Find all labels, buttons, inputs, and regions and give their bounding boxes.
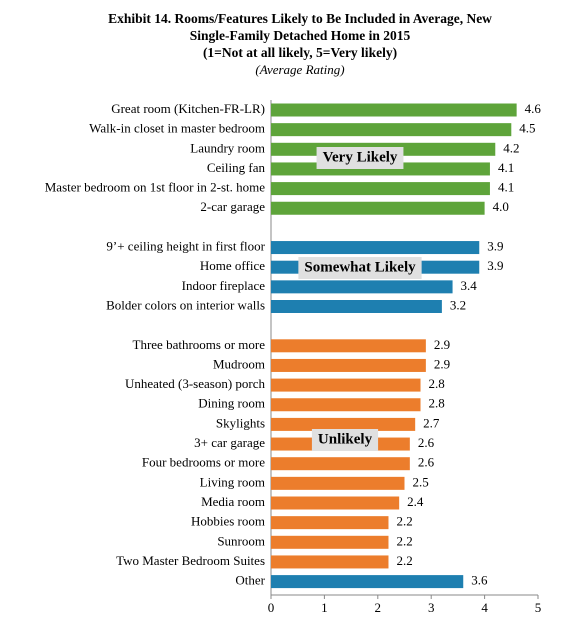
y-tick-label: Home office [200, 258, 265, 273]
value-label: 3.4 [461, 278, 478, 293]
chart-subtitle: (Average Rating) [255, 62, 344, 77]
value-label: 3.2 [450, 297, 466, 312]
bar [271, 555, 389, 569]
bar [271, 201, 485, 215]
bar [271, 280, 453, 294]
y-tick-label: Master bedroom on 1st floor in 2-st. hom… [45, 180, 265, 195]
bar [271, 339, 426, 353]
bar [271, 378, 421, 392]
bar [271, 103, 517, 117]
y-tick-label: 9’+ ceiling height in first floor [106, 239, 265, 254]
y-tick-label: Media room [201, 494, 265, 509]
y-tick-label: Bolder colors on interior walls [106, 297, 265, 312]
y-tick-label: Mudroom [213, 356, 265, 371]
bar [271, 516, 389, 530]
annotation-box [298, 257, 422, 279]
bar [271, 300, 442, 313]
bar [271, 535, 389, 549]
bar [271, 575, 464, 589]
y-tick-label: Living room [200, 474, 265, 489]
annotation-box [311, 429, 379, 451]
y-tick-label: Other [235, 573, 265, 588]
x-tick-label: 2 [375, 600, 382, 615]
y-tick-label: Laundry room [190, 140, 265, 155]
bar [271, 496, 400, 510]
value-label: 2.6 [418, 435, 435, 450]
y-tick-label: Unheated (3-season) porch [125, 376, 266, 391]
value-label: 3.9 [487, 258, 503, 273]
x-tick-label: 0 [268, 600, 275, 615]
value-label: 2.8 [429, 396, 445, 411]
bar [271, 417, 416, 431]
bar [271, 182, 490, 196]
y-tick-label: Indoor fireplace [182, 278, 266, 293]
value-label: 2.2 [396, 514, 412, 529]
value-label: 2.5 [413, 474, 429, 489]
y-tick-label: Ceiling fan [207, 160, 266, 175]
value-label: 2.9 [434, 356, 450, 371]
value-label: 2.9 [434, 337, 450, 352]
y-tick-label: Great room (Kitchen-FR-LR) [111, 101, 265, 116]
value-label: 4.6 [525, 101, 542, 116]
x-tick-label: 1 [321, 600, 328, 615]
value-label: 3.6 [471, 573, 488, 588]
chart-title: (1=Not at all likely, 5=Very likely) [203, 45, 397, 60]
value-label: 2.7 [423, 415, 440, 430]
y-tick-label: Three bathrooms or more [133, 337, 266, 352]
y-tick-label: 2-car garage [200, 199, 265, 214]
chart-title: Exhibit 14. Rooms/Features Likely to Be … [108, 11, 492, 26]
value-label: 4.1 [498, 160, 514, 175]
annotation: Somewhat Likely [304, 259, 416, 275]
annotation: Very Likely [323, 149, 398, 165]
x-tick-label: 3 [428, 600, 435, 615]
y-tick-label: Walk-in closet in master bedroom [89, 121, 265, 136]
annotation: Unlikely [318, 431, 373, 447]
bar [271, 358, 426, 372]
value-label: 4.2 [503, 140, 519, 155]
value-label: 2.4 [407, 494, 424, 509]
value-label: 4.1 [498, 180, 514, 195]
y-tick-label: Four bedrooms or more [142, 455, 265, 470]
value-label: 2.2 [396, 553, 412, 568]
y-tick-label: Two Master Bedroom Suites [116, 553, 265, 568]
y-tick-label: 3+ car garage [194, 435, 265, 450]
y-tick-label: Dining room [198, 396, 265, 411]
value-label: 2.6 [418, 455, 435, 470]
value-label: 3.9 [487, 239, 503, 254]
y-tick-label: Hobbies room [191, 514, 265, 529]
annotation-box [316, 147, 404, 169]
bar [271, 123, 512, 137]
bar [271, 476, 405, 490]
value-label: 2.8 [429, 376, 445, 391]
bar [271, 241, 480, 255]
chart-title: Single-Family Detached Home in 2015 [190, 28, 411, 43]
value-label: 2.2 [396, 533, 412, 548]
x-tick-label: 4 [481, 600, 488, 615]
bar [271, 398, 421, 412]
value-label: 4.0 [493, 199, 509, 214]
y-tick-label: Sunroom [217, 533, 265, 548]
bar [271, 457, 410, 471]
y-tick-label: Skylights [216, 415, 265, 430]
x-tick-label: 5 [535, 600, 542, 615]
value-label: 4.5 [519, 121, 535, 136]
